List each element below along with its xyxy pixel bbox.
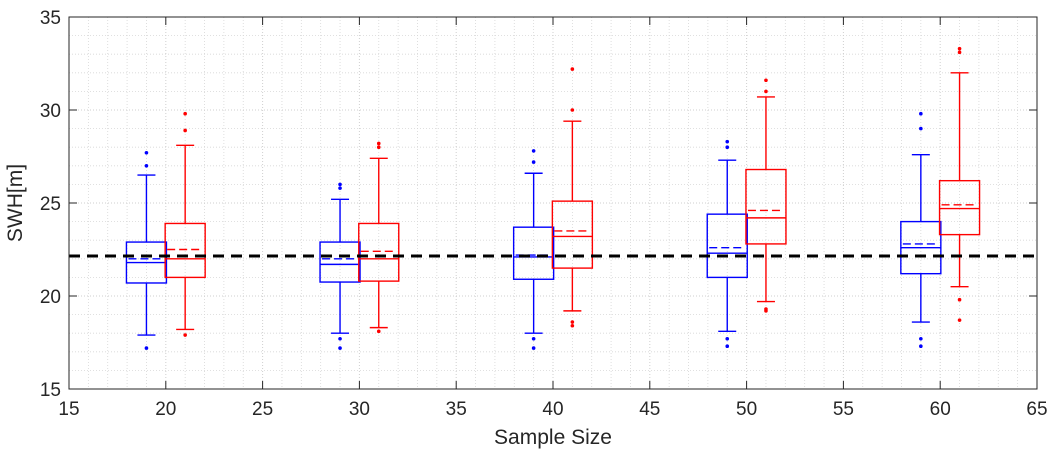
plot-marks [125,46,981,350]
x-tick-label: 60 [930,399,951,420]
outlier-point [531,160,536,164]
iqr-box [164,222,206,279]
y-tick-label: 30 [40,101,61,122]
outlier-point [338,186,342,190]
box-29 [319,182,361,350]
outlier-point [531,149,536,153]
outlier-point [183,111,187,116]
outlier-point [764,78,768,83]
y-tick-label: 25 [40,194,61,215]
box-19 [125,150,168,350]
iqr-box [319,241,361,283]
x-tick-label: 45 [639,399,660,420]
x-tick-label: 30 [349,399,370,420]
outlier-point [183,128,187,133]
iqr-box [938,179,981,236]
axis-ticks [68,16,1038,390]
outlier-point [570,323,575,328]
x-tick-label: 20 [155,399,176,420]
outlier-point [725,344,730,349]
outlier-point [376,141,381,146]
x-tick-label: 15 [58,399,79,420]
outlier-point [957,297,962,302]
box-51 [745,78,787,313]
box-49 [706,139,748,349]
x-tick-label: 65 [1026,399,1047,420]
outlier-point [338,336,342,341]
x-tick-label: 25 [252,399,273,420]
box-41 [551,67,594,328]
x-axis-label: Sample Size [494,426,612,449]
outlier-point [919,344,923,349]
outlier-point [144,150,149,155]
y-tick-label: 35 [40,8,61,29]
outlier-point [570,67,575,71]
outlier-point [919,336,923,341]
outlier-point [725,336,730,341]
outlier-point [919,111,923,116]
outlier-point [338,346,342,350]
iqr-box [358,222,400,282]
iqr-box [551,200,594,269]
outlier-point [570,108,575,112]
x-tick-label: 40 [542,399,563,420]
x-tick-labels: 15 20 25 30 35 40 45 50 55 60 65 [58,399,1047,420]
outlier-point [957,318,962,322]
box-61 [938,46,981,322]
outlier-point [183,333,187,337]
outlier-point [144,164,149,168]
iqr-box [512,226,555,280]
y-tick-label: 20 [40,287,61,308]
outlier-point [376,329,381,334]
outlier-point [725,145,730,149]
x-tick-label: 50 [736,399,757,420]
outlier-point [144,346,149,350]
outlier-point [919,126,923,131]
outlier-point [531,336,536,341]
iqr-box [706,213,748,279]
y-axis-label: SWH[m] [4,164,27,242]
outlier-point [570,320,575,324]
box-31 [358,141,400,334]
box-21 [164,111,206,337]
outlier-point [376,145,381,149]
x-tick-label: 55 [833,399,854,420]
box-59 [900,111,942,349]
outlier-point [725,139,730,144]
outlier-point [764,307,768,311]
outlier-point [338,182,342,187]
outlier-point [957,46,962,51]
outlier-point [764,89,768,94]
y-tick-label: 15 [40,380,61,401]
y-tick-labels: 15 20 25 30 35 [40,8,61,401]
x-tick-label: 35 [446,399,467,420]
outlier-point [957,50,962,55]
iqr-box [745,168,787,245]
outlier-point [531,346,536,350]
series-2 [164,46,981,337]
